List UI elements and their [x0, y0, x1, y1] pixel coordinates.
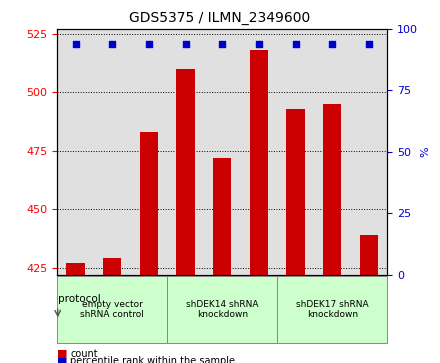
Text: shDEK14 shRNA
knockdown: shDEK14 shRNA knockdown: [186, 300, 258, 319]
Bar: [103, 258, 121, 275]
Point: [182, 41, 189, 47]
Bar: [167, 29, 204, 275]
Bar: [250, 50, 268, 275]
Bar: [241, 29, 277, 275]
Point: [329, 41, 336, 47]
Bar: [140, 132, 158, 275]
Text: ■: ■: [57, 349, 68, 359]
Point: [72, 41, 79, 47]
Text: shDEK17 shRNA
knockdown: shDEK17 shRNA knockdown: [296, 300, 369, 319]
FancyBboxPatch shape: [277, 276, 387, 343]
Bar: [204, 29, 241, 275]
Bar: [314, 29, 351, 275]
Bar: [277, 29, 314, 275]
Bar: [131, 29, 167, 275]
Text: protocol: protocol: [58, 294, 101, 304]
Text: ■: ■: [57, 356, 68, 363]
Bar: [323, 104, 341, 275]
Text: GDS5375 / ILMN_2349600: GDS5375 / ILMN_2349600: [129, 11, 311, 25]
Bar: [94, 29, 131, 275]
Point: [109, 41, 116, 47]
Bar: [213, 158, 231, 275]
Point: [292, 41, 299, 47]
Bar: [176, 69, 194, 275]
Point: [219, 41, 226, 47]
Bar: [351, 29, 387, 275]
Text: empty vector
shRNA control: empty vector shRNA control: [80, 300, 144, 319]
Bar: [66, 263, 85, 275]
Text: count: count: [70, 349, 98, 359]
FancyBboxPatch shape: [57, 276, 167, 343]
Bar: [57, 29, 94, 275]
Bar: [286, 109, 305, 275]
FancyBboxPatch shape: [167, 276, 277, 343]
Point: [145, 41, 152, 47]
Point: [365, 41, 372, 47]
Y-axis label: %: %: [421, 147, 431, 157]
Point: [255, 41, 262, 47]
Bar: [360, 235, 378, 275]
Text: percentile rank within the sample: percentile rank within the sample: [70, 356, 235, 363]
